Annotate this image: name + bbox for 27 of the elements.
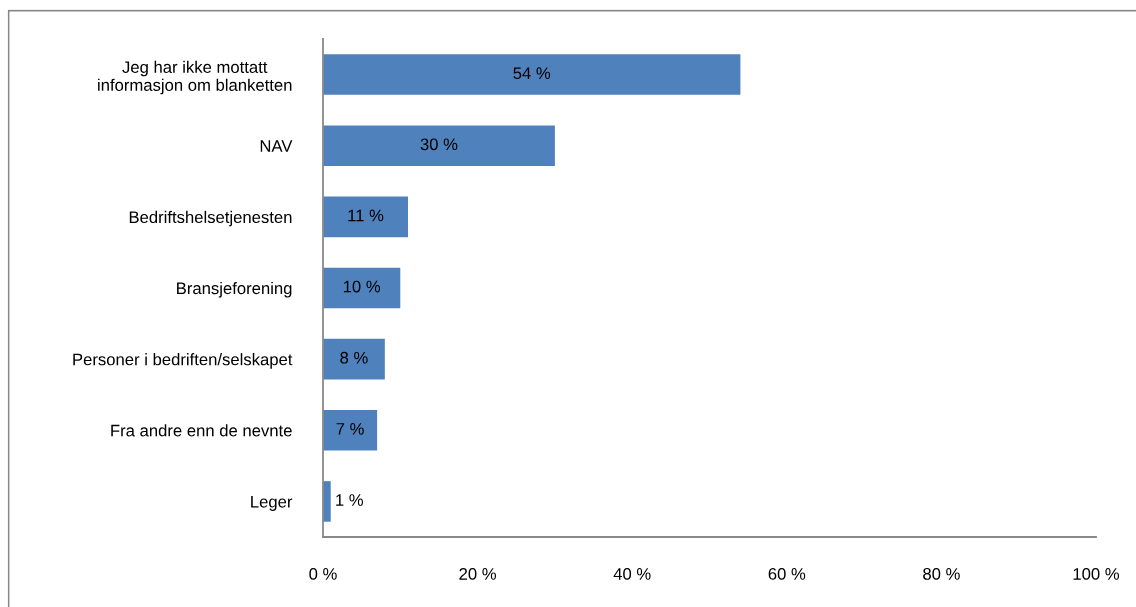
x-tick-label: 80 % xyxy=(923,568,960,580)
data-label: 54 % xyxy=(513,67,551,80)
y-tick-label: Bedriftshelsetjenesten xyxy=(129,210,292,227)
y-tick-label: Jeg har ikke mottatt informasjon om blanketten xyxy=(98,60,292,95)
y-tick-label: Fra andre enn de nevnte xyxy=(111,424,292,437)
data-label: 8 % xyxy=(340,351,368,364)
y-tick-label: Personer i bedriften/selskapet xyxy=(73,353,293,369)
data-label: 10 % xyxy=(343,280,381,293)
y-tick-label: Leger xyxy=(251,496,293,511)
bar xyxy=(323,410,378,451)
bar xyxy=(323,196,409,238)
bar xyxy=(323,125,555,166)
x-tick-label: 100 % xyxy=(1073,568,1120,580)
x-tick-label: 60 % xyxy=(768,568,806,580)
bar xyxy=(323,338,385,380)
bar xyxy=(323,54,741,95)
bar xyxy=(323,267,401,309)
data-label: 11 % xyxy=(348,209,384,222)
y-tick-label: NAV xyxy=(260,140,293,152)
bar xyxy=(323,481,331,522)
data-label: 30 % xyxy=(420,138,458,151)
data-label: 1 % xyxy=(336,494,364,506)
x-tick-label: 40 % xyxy=(613,568,651,580)
x-tick-label: 0 % xyxy=(309,568,337,580)
y-tick-label: Bransjeforening xyxy=(177,281,292,298)
data-label: 7 % xyxy=(336,423,364,435)
x-tick-label: 20 % xyxy=(459,568,496,580)
